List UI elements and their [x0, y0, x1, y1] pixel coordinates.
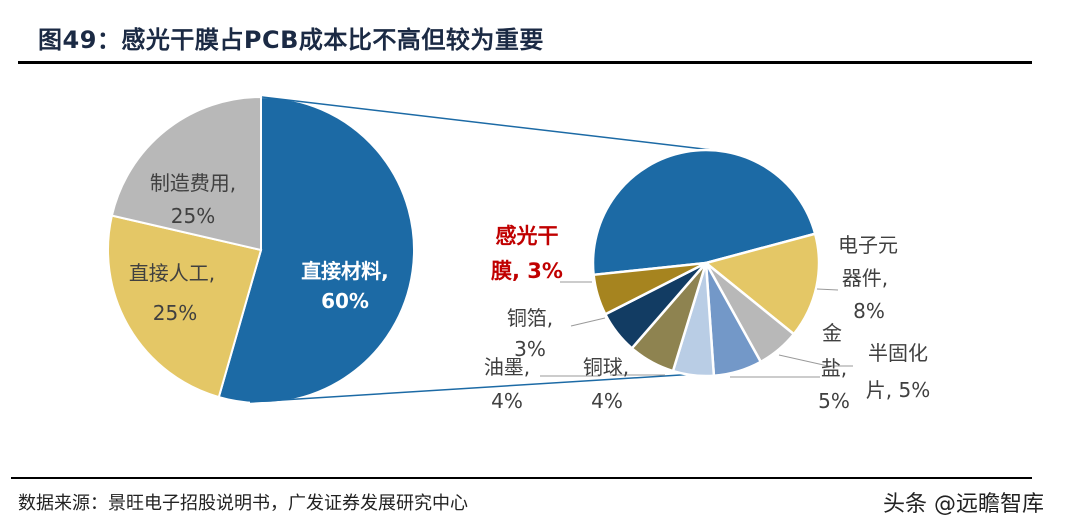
label-electronic-components: 电子元 [838, 233, 898, 257]
label-copper-foil: 铜箔, [507, 306, 553, 330]
label-copper-ball: 铜球, [583, 355, 629, 379]
label-manufacturing-overhead: 制造费用, [150, 171, 236, 195]
pie-slice-electronic-components [703, 232, 821, 336]
label-direct-labor-pct: 25% [153, 301, 197, 325]
label-copper-ball-pct: 4% [591, 389, 623, 413]
footer-divider [11, 477, 1032, 479]
label-prepreg: 半固化 [868, 341, 928, 365]
label-gold-salt-pct: 5% [818, 389, 850, 413]
label-direct-material: 直接材料, [301, 259, 389, 283]
pie-slice-dry-film [592, 261, 707, 316]
label-direct-labor: 直接人工, [129, 261, 215, 285]
label-ink-pct: 4% [491, 389, 523, 413]
leader-lines [540, 281, 853, 378]
label-manufacturing-overhead-pct: 25% [171, 204, 215, 228]
pie-slice-other [591, 148, 817, 277]
primary-pie [107, 95, 415, 404]
watermark: 头条 @远瞻智库 [883, 492, 1044, 517]
label-electronic-components-pct: 8% [853, 299, 885, 323]
label-dry-film-pct: 膜, 3% [491, 259, 563, 283]
label-electronic-components: 器件, [842, 266, 888, 290]
chart-title: 图49：感光干膜占PCB成本比不高但较为重要 [38, 26, 544, 54]
secondary-pie [591, 148, 821, 378]
label-gold-salt: 金 [822, 321, 842, 345]
label-ink: 油墨, [484, 355, 530, 379]
title-divider [18, 61, 1032, 64]
label-direct-material-pct: 60% [321, 289, 369, 313]
pie-slice-direct-labor [107, 214, 263, 399]
pie-connector-lines [249, 96, 713, 403]
label-copper-foil-pct: 3% [514, 337, 546, 361]
pie-slice-manufacturing-overhead [110, 95, 262, 252]
label-prepreg: 片, 5% [866, 378, 930, 402]
label-dry-film: 感光干 [496, 224, 559, 248]
data-source-note: 数据来源：景旺电子招股说明书，广发证券发展研究中心 [18, 493, 468, 514]
label-gold-salt: 盐, [821, 356, 847, 380]
